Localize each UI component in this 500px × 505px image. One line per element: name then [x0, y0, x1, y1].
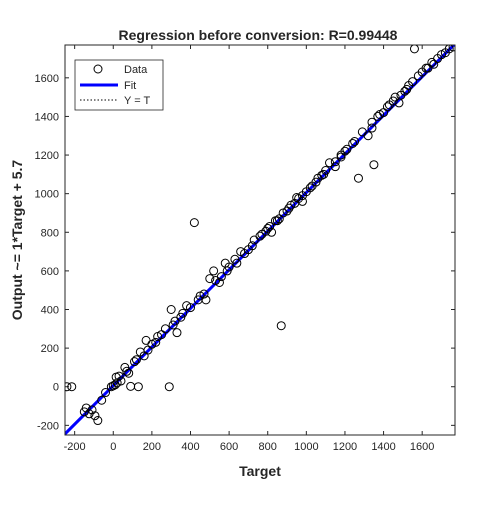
- x-axis-ticks: -200 0 200 400 600 800 1000 1200 1400 1600: [64, 45, 434, 453]
- x-tick-label: 200: [143, 441, 161, 453]
- x-tick-label: 600: [220, 441, 238, 453]
- legend-data-marker: [93, 64, 103, 74]
- x-tick-label: 1600: [410, 441, 434, 453]
- data-point: [131, 355, 141, 365]
- data-point: [97, 395, 107, 405]
- data-point: [394, 98, 404, 108]
- data-point: [205, 274, 215, 284]
- data-point: [444, 45, 454, 54]
- data-point: [122, 366, 132, 376]
- x-tick-label: 1200: [333, 441, 357, 453]
- data-point: [222, 266, 232, 276]
- data-point: [151, 337, 161, 347]
- y-tick-label: 1000: [35, 189, 59, 201]
- data-point: [164, 382, 174, 392]
- x-tick-label: 800: [259, 441, 277, 453]
- data-point: [404, 81, 414, 91]
- data-point: [185, 303, 195, 313]
- data-point: [342, 144, 352, 154]
- data-point: [317, 170, 327, 180]
- data-point: [353, 173, 363, 183]
- data-point: [67, 382, 77, 392]
- data-point: [363, 131, 373, 141]
- data-point: [199, 289, 209, 299]
- data-point: [130, 357, 140, 367]
- data-point: [101, 388, 111, 398]
- data-point: [274, 214, 284, 224]
- data-point: [168, 320, 178, 330]
- x-axis-label: Target: [239, 463, 281, 479]
- data-point: [112, 378, 122, 388]
- data-point: [90, 411, 100, 421]
- data-point: [143, 345, 153, 355]
- data-point: [369, 160, 379, 170]
- data-point: [367, 123, 377, 133]
- x-tick-label: -200: [64, 441, 86, 453]
- data-point: [294, 193, 304, 203]
- data-point: [382, 102, 392, 112]
- data-point: [409, 45, 419, 54]
- data-point: [114, 371, 124, 381]
- data-point: [305, 183, 315, 193]
- data-point: [79, 407, 89, 417]
- data-point: [311, 177, 321, 187]
- data-points: [65, 45, 455, 426]
- legend-label-identity: Y = T: [124, 95, 150, 107]
- data-point: [267, 227, 277, 237]
- x-tick-label: 400: [181, 441, 199, 453]
- data-point: [367, 117, 377, 127]
- data-point: [284, 203, 294, 213]
- data-point: [172, 328, 182, 338]
- data-point: [261, 226, 271, 236]
- data-point: [330, 162, 340, 172]
- data-point: [375, 110, 385, 120]
- x-tick-label: 1400: [371, 441, 395, 453]
- data-point: [133, 382, 143, 392]
- legend: Data Fit Y = T: [74, 59, 164, 111]
- y-tick-label: 1200: [35, 150, 59, 162]
- data-point: [348, 138, 358, 148]
- y-tick-label: 400: [41, 305, 59, 317]
- data-point: [448, 45, 455, 52]
- chart-title: Regression before conversion: R=0.99448: [119, 27, 398, 43]
- y-tick-label: 1600: [35, 73, 59, 85]
- data-point: [272, 216, 282, 226]
- data-point: [255, 231, 265, 241]
- data-point: [340, 146, 350, 156]
- y-tick-label: 200: [41, 343, 59, 355]
- data-point: [93, 416, 103, 426]
- axes-box: [64, 44, 456, 436]
- data-point: [232, 258, 242, 268]
- data-point: [157, 330, 167, 340]
- data-point: [276, 321, 286, 331]
- y-axis-label: Output ~= 1*Target + 5.7: [9, 160, 25, 321]
- data-point: [211, 276, 221, 286]
- data-point: [247, 241, 257, 251]
- data-point: [240, 249, 250, 259]
- data-point: [65, 382, 72, 392]
- data-point: [388, 96, 398, 106]
- data-point: [282, 206, 292, 216]
- legend-label-data: Data: [124, 64, 148, 76]
- x-tick-label: 1000: [294, 441, 318, 453]
- y-tick-label: -200: [37, 420, 59, 432]
- data-point: [193, 295, 203, 305]
- y-tick-label: 600: [41, 266, 59, 278]
- data-point: [189, 218, 199, 228]
- y-tick-label: 1400: [35, 111, 59, 123]
- y-tick-label: 800: [41, 227, 59, 239]
- x-tick-label: 0: [110, 441, 116, 453]
- data-point: [124, 368, 134, 378]
- y-axis-ticks: -200 0 200 400 600 800 1000 1200 1400 1600: [35, 73, 455, 432]
- data-point: [166, 305, 176, 315]
- legend-label-fit: Fit: [124, 80, 136, 92]
- data-point: [429, 59, 439, 69]
- data-point: [209, 266, 219, 276]
- data-point: [330, 157, 340, 167]
- data-point: [350, 137, 360, 147]
- data-point: [176, 312, 186, 322]
- y-tick-label: 0: [53, 382, 59, 394]
